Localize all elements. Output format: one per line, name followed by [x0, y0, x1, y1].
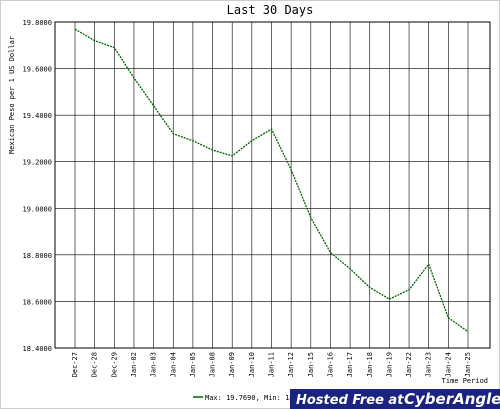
x-tick-label: Jan-10 [248, 352, 256, 377]
legend-label: Max: 19.7690, Min: 18. [205, 394, 298, 402]
data-line [74, 28, 469, 333]
y-tick-label: 19.6000 [22, 66, 52, 74]
y-tick-label: 19.0000 [22, 205, 52, 213]
x-tick-label: Dec-29 [110, 352, 118, 377]
x-tick-label: Jan-15 [307, 352, 315, 377]
x-tick-label: Jan-24 [444, 352, 452, 377]
x-tick-label: Jan-17 [346, 352, 354, 377]
y-tick-label: 18.6000 [22, 298, 52, 306]
plot: 18.4000 18.6000 18.8000 19.0000 19.2000 19.40… [22, 19, 491, 402]
y-tick-label: 18.4000 [22, 345, 52, 353]
x-tick-label: Jan-12 [287, 352, 295, 377]
banner[interactable]: Hosted Free at CyberAngler [290, 389, 500, 409]
banner-bg [290, 389, 500, 409]
x-tick-label: Jan-09 [228, 352, 236, 377]
y-tick-label: 19.8000 [22, 19, 52, 27]
x-tick-label: Jan-08 [209, 352, 217, 377]
x-tick-label: Jan-11 [268, 352, 276, 377]
y-tick-label: 18.8000 [22, 252, 52, 260]
x-tick-label: Jan-03 [150, 352, 158, 377]
x-tick-label: Jan-04 [169, 352, 177, 377]
x-tick-label: Jan-22 [405, 352, 413, 377]
x-tick-label: Jan-18 [366, 352, 374, 377]
x-tick-label: Dec-28 [91, 352, 99, 377]
x-tick-label: Jan-25 [464, 352, 472, 377]
x-tick-label: Jan-19 [385, 352, 393, 377]
x-tick-label: Jan-23 [425, 352, 433, 377]
x-tick-label: Jan-05 [189, 352, 197, 377]
x-tick-label: Jan-02 [130, 352, 138, 377]
y-axis-label: Mexican Peso per 1 US Dollar [8, 36, 16, 154]
banner-prefix: Hosted Free at [296, 393, 404, 408]
banner-brand: CyberAngler [404, 390, 500, 408]
x-axis-label: Time Period [442, 377, 488, 385]
y-tick-label: 19.4000 [22, 112, 52, 120]
y-tick-label: 19.2000 [22, 159, 52, 167]
x-tick-label: Dec-27 [71, 352, 79, 377]
chart-title: Last 30 Days [227, 3, 314, 17]
x-tick-label: Jan-16 [326, 352, 334, 377]
